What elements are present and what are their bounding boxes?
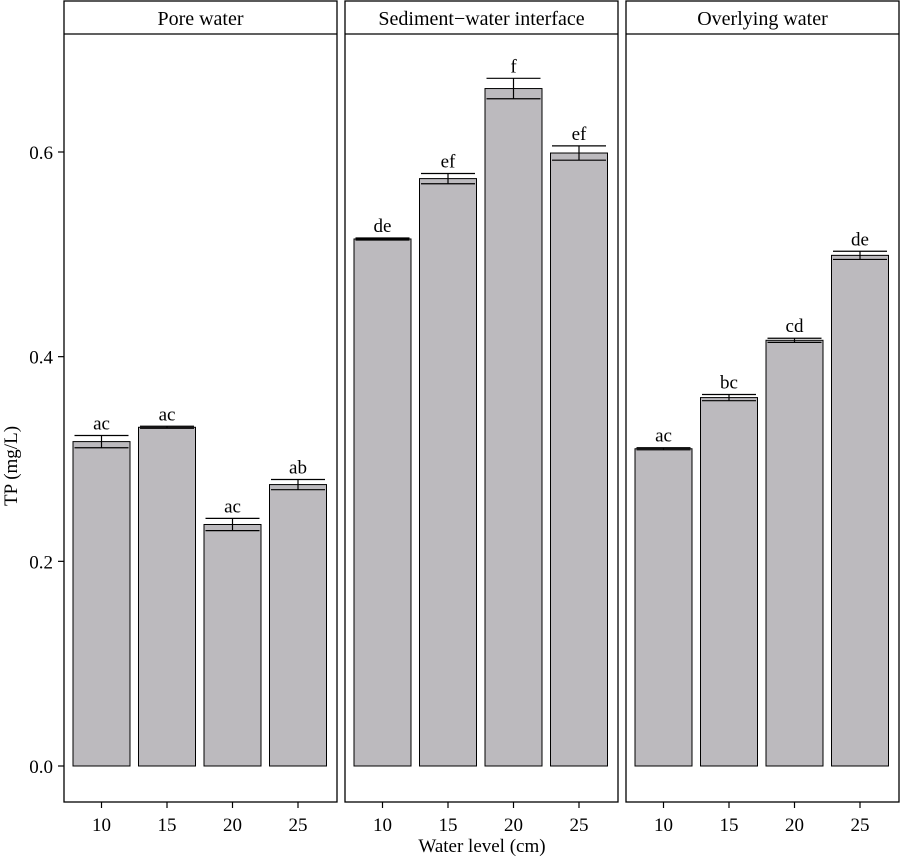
y-tick-label: 0.0	[29, 757, 53, 778]
bar	[353, 238, 412, 767]
y-axis-title: TP (mg/L)	[1, 426, 22, 506]
x-tick-label: 20	[785, 815, 804, 836]
x-tick-label: 10	[92, 815, 111, 836]
x-tick-label: 10	[373, 815, 392, 836]
x-tick-label: 25	[289, 815, 308, 836]
bar	[634, 448, 693, 767]
bar	[419, 178, 477, 767]
panel-frame	[63, 0, 338, 803]
bar	[484, 88, 543, 767]
panel-frame	[344, 0, 619, 803]
bar	[72, 441, 131, 767]
significance-label: ef	[572, 124, 587, 145]
significance-label: ac	[159, 404, 176, 425]
panel-title: Sediment−water interface	[378, 8, 584, 30]
panel: Sediment−water interface de 10 ef 15 f 20 ef 25	[344, 0, 619, 836]
significance-label: ac	[93, 413, 110, 434]
bar	[203, 523, 262, 767]
significance-label: cd	[786, 316, 804, 337]
panel: Overlying water ac 10 bc 15 cd 20 de 25	[625, 0, 900, 836]
x-tick-label: 10	[654, 815, 673, 836]
bar	[550, 152, 608, 767]
x-tick-label: 25	[570, 815, 589, 836]
significance-label: de	[851, 229, 869, 250]
significance-label: bc	[720, 373, 738, 394]
panel: Pore water ac 10 ac 15 ac 20 ab 25	[63, 0, 338, 836]
significance-label: de	[374, 216, 392, 237]
significance-label: ef	[441, 151, 456, 172]
x-tick-label: 25	[851, 815, 870, 836]
significance-label: ac	[224, 496, 241, 517]
x-axis-title: Water level (cm)	[418, 836, 545, 857]
panels: Pore waterac10ac15ac20ab25Sediment−water…	[63, 0, 900, 836]
bar	[831, 254, 889, 767]
x-tick-label: 20	[504, 815, 523, 836]
bar	[138, 426, 196, 767]
significance-label: ab	[289, 457, 307, 478]
x-tick-label: 15	[158, 815, 177, 836]
bar	[765, 339, 824, 767]
bar	[269, 484, 327, 767]
y-tick-label: 0.6	[29, 143, 53, 164]
significance-label: ac	[655, 426, 672, 447]
x-tick-label: 20	[223, 815, 242, 836]
panel-title: Pore water	[157, 8, 243, 30]
bar	[700, 397, 758, 767]
y-axis: 0.0 0.2 0.4 0.6	[29, 143, 64, 778]
y-tick-label: 0.2	[29, 552, 53, 573]
panel-title: Overlying water	[697, 8, 828, 30]
significance-label: f	[510, 56, 517, 77]
x-tick-label: 15	[439, 815, 458, 836]
x-tick-label: 15	[720, 815, 739, 836]
y-tick-label: 0.4	[29, 348, 53, 369]
panel-frame	[625, 0, 900, 803]
